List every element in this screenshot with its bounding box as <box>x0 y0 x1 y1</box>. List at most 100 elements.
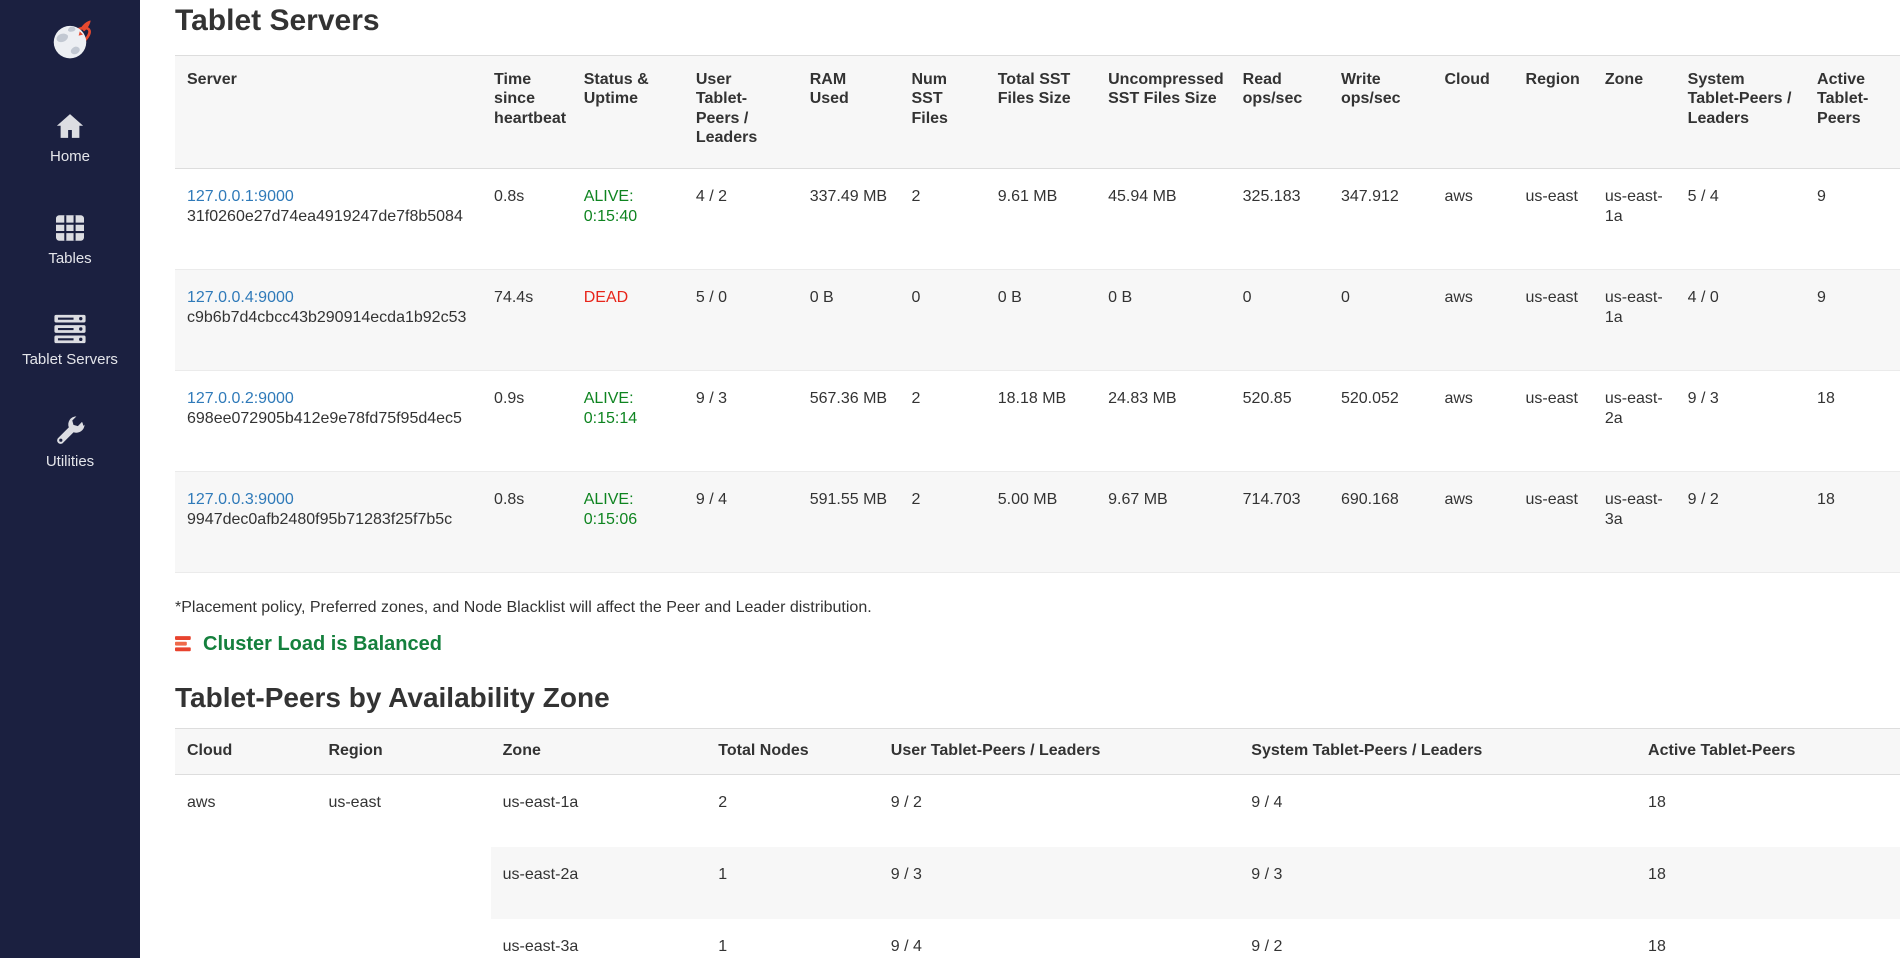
region-cell: us-east <box>316 774 491 958</box>
col-header-system-peers: System Tablet-Peers / Leaders <box>1675 54 1806 169</box>
ram-cell: 567.36 MB <box>797 370 900 472</box>
zone-cell: us-east-1a <box>1592 269 1676 371</box>
table-row: aws us-east us-east-1a 2 9 / 2 9 / 4 18 <box>175 774 1900 958</box>
zone-cell: us-east-1a <box>1592 168 1676 270</box>
server-cell: 127.0.0.4:9000 c9b6b7d4cbcc43b290914ecda… <box>175 269 483 371</box>
user-peers-cell: 9 / 3 <box>878 847 1240 920</box>
sidebar-item-home[interactable]: Home <box>0 110 140 166</box>
heartbeat-cell: 0.9s <box>482 370 572 472</box>
region-cell: us-east <box>1513 269 1593 371</box>
yugabyte-logo[interactable] <box>44 14 96 66</box>
utilities-icon <box>52 415 88 447</box>
ram-cell: 0 B <box>797 269 900 371</box>
globe-rocket-logo-icon <box>44 14 96 66</box>
cluster-load-label: Cluster Load is Balanced <box>203 632 442 655</box>
server-address-link[interactable]: 127.0.0.3:9000 <box>187 490 294 508</box>
sidebar-item-label: Tablet Servers <box>22 351 118 368</box>
user-peers-cell: 9 / 4 <box>683 471 798 573</box>
num-sst-cell: 2 <box>899 471 986 573</box>
status-cell: ALIVE: 0:15:06 <box>571 471 684 573</box>
cluster-load-status: Cluster Load is Balanced <box>175 633 1900 656</box>
sidebar-item-tables[interactable]: Tables <box>0 212 140 268</box>
zone-cell: us-east-1a <box>502 794 579 812</box>
sidebar-item-label: Tables <box>48 249 92 267</box>
read-ops-cell: 325.183 <box>1230 168 1329 270</box>
sidebar-nav: Home Tables <box>0 110 140 516</box>
page-title: Tablet Servers <box>175 4 380 37</box>
cloud-cell: aws <box>175 774 317 958</box>
heartbeat-cell: 0.8s <box>482 471 572 573</box>
col-header-region: Region <box>1513 54 1593 169</box>
server-address-link[interactable]: 127.0.0.4:9000 <box>187 288 294 306</box>
uptime-value: 0:15:06 <box>583 510 638 528</box>
heartbeat-cell: 0.8s <box>482 168 572 270</box>
col-header-region: Region <box>316 727 491 776</box>
sidebar-item-label: Home <box>49 148 90 165</box>
user-peers-cell: 9 / 2 <box>890 794 922 812</box>
total-nodes-cell: 1 <box>706 847 879 920</box>
server-cell: 127.0.0.1:9000 31f0260e27d74ea4919247de7… <box>175 168 483 270</box>
table-row: 127.0.0.4:9000 c9b6b7d4cbcc43b290914ecda… <box>175 269 1900 371</box>
system-peers-cell: 9 / 4 <box>1251 794 1283 812</box>
read-ops-cell: 0 <box>1230 269 1329 371</box>
total-nodes-cell: 2 <box>718 794 728 812</box>
total-sst-cell: 9.61 MB <box>985 168 1097 270</box>
az-table: Cloud Region Zone Total Nodes User Table… <box>175 727 1900 958</box>
write-ops-cell: 520.052 <box>1328 370 1433 472</box>
server-uuid: 698ee072905b412e9e78fd75f95d4ec5 <box>187 409 462 427</box>
col-header-cloud: Cloud <box>175 727 317 776</box>
cloud-cell: aws <box>1432 269 1514 371</box>
status-cell: ALIVE: 0:15:40 <box>571 168 684 270</box>
status-label: ALIVE: <box>583 389 634 407</box>
uncompressed-sst-cell: 0 B <box>1096 269 1231 371</box>
write-ops-cell: 690.168 <box>1328 471 1433 573</box>
col-header-active-peers: Active Tablet-Peers <box>1636 727 1900 776</box>
zone-cell: us-east-2a <box>1592 370 1676 472</box>
cloud-cell: aws <box>1432 168 1514 270</box>
active-peers-cell: 18 <box>1805 471 1900 573</box>
write-ops-cell: 347.912 <box>1328 168 1433 270</box>
col-header-status: Status & Uptime <box>571 54 684 169</box>
server-cell: 127.0.0.3:9000 9947dec0afb2480f95b71283f… <box>175 471 483 573</box>
cluster-load-icon <box>175 635 193 653</box>
server-cell: 127.0.0.2:9000 698ee072905b412e9e78fd75f… <box>175 370 483 472</box>
col-header-user-peers: User Tablet-Peers / Leaders <box>683 54 798 169</box>
total-sst-cell: 5.00 MB <box>985 471 1097 573</box>
user-peers-cell: 4 / 2 <box>683 168 798 270</box>
active-peers-cell: 18 <box>1805 370 1900 472</box>
heartbeat-cell: 74.4s <box>482 269 572 371</box>
ram-cell: 591.55 MB <box>797 471 900 573</box>
tables-icon <box>52 212 88 244</box>
system-peers-cell: 5 / 4 <box>1675 168 1806 270</box>
table-row: us-east-2a 1 9 / 3 9 / 3 18 <box>175 847 1900 920</box>
col-header-zone: Zone <box>1592 54 1676 169</box>
sidebar-item-utilities[interactable]: Utilities <box>0 415 140 471</box>
cloud-cell: aws <box>1432 471 1514 573</box>
num-sst-cell: 2 <box>899 168 986 270</box>
col-header-num-sst: Num SST Files <box>899 54 986 169</box>
server-address-link[interactable]: 127.0.0.2:9000 <box>187 389 294 407</box>
region-cell: us-east <box>1513 168 1593 270</box>
active-peers-cell: 9 <box>1805 168 1900 270</box>
sidebar-item-tablet-servers[interactable]: Tablet Servers <box>0 313 140 369</box>
col-header-read-ops: Read ops/sec <box>1230 54 1329 169</box>
col-header-heartbeat: Time since heartbeat <box>482 54 572 169</box>
status-label: ALIVE: <box>583 187 634 205</box>
table-header-row: Cloud Region Zone Total Nodes User Table… <box>175 727 1900 776</box>
system-peers-cell: 9 / 3 <box>1675 370 1806 472</box>
table-row: 127.0.0.1:9000 31f0260e27d74ea4919247de7… <box>175 168 1900 270</box>
home-icon <box>52 110 88 142</box>
system-peers-cell: 9 / 3 <box>1239 847 1637 920</box>
server-address-link[interactable]: 127.0.0.1:9000 <box>187 187 294 205</box>
active-peers-cell: 18 <box>1648 938 1666 956</box>
sidebar-item-label: Utilities <box>45 452 95 470</box>
placement-footnote: *Placement policy, Preferred zones, and … <box>175 598 872 616</box>
col-header-cloud: Cloud <box>1432 54 1514 169</box>
col-header-write-ops: Write ops/sec <box>1328 54 1433 169</box>
active-peers-cell: 18 <box>1636 847 1900 920</box>
active-peers-cell: 18 <box>1648 794 1666 812</box>
status-label: ALIVE: <box>583 490 634 508</box>
uptime-value: 0:15:40 <box>583 207 638 225</box>
col-header-total-sst: Total SST Files Size <box>985 54 1097 169</box>
